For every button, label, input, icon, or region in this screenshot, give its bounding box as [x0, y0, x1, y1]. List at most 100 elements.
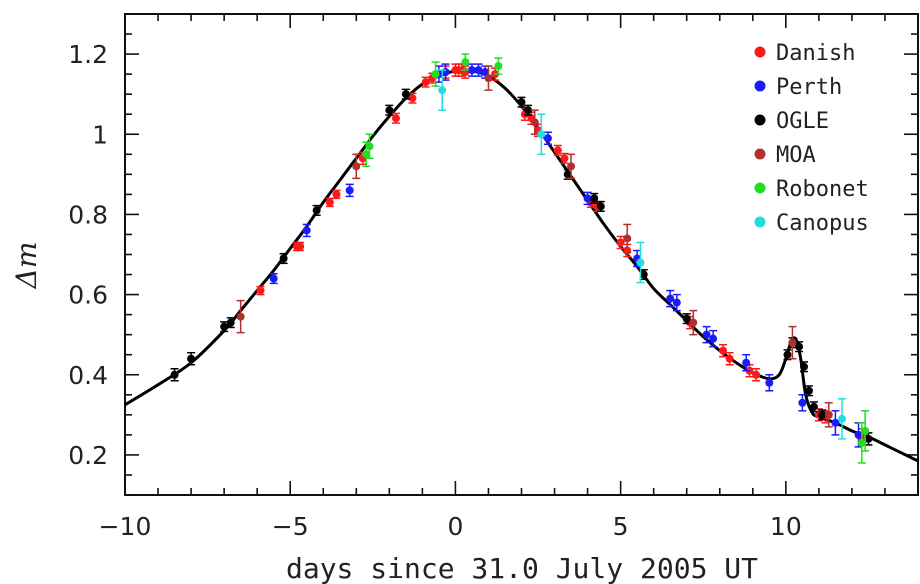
- data-point: [296, 242, 305, 251]
- data-point: [362, 150, 371, 159]
- x-tick-label: 0: [447, 512, 463, 541]
- data-point: [563, 170, 572, 179]
- data-point: [788, 338, 797, 347]
- legend-marker: [754, 182, 766, 194]
- data-point: [461, 58, 470, 67]
- data-point: [345, 186, 354, 195]
- legend-marker: [754, 80, 766, 92]
- legend-label: Danish: [776, 41, 855, 66]
- data-point: [269, 274, 278, 283]
- data-point: [438, 86, 447, 95]
- data-point: [567, 162, 576, 171]
- data-points-layer: [170, 53, 873, 464]
- y-tick-label: 0.4: [68, 361, 108, 390]
- data-point: [187, 354, 196, 363]
- series-canopus: [438, 69, 847, 440]
- data-point: [783, 350, 792, 359]
- data-point: [583, 194, 592, 203]
- data-point: [742, 358, 751, 367]
- y-tick-label: 1.2: [68, 40, 108, 69]
- data-point: [838, 414, 847, 423]
- series-danish: [256, 63, 866, 446]
- data-point: [391, 114, 400, 123]
- data-point: [256, 286, 265, 295]
- y-axis-title: Δm: [10, 242, 43, 290]
- data-point: [666, 294, 675, 303]
- data-point: [765, 378, 774, 387]
- data-point: [798, 398, 807, 407]
- legend-label: OGLE: [776, 109, 829, 134]
- y-tick-label: 0.6: [68, 281, 108, 310]
- legend-marker: [754, 148, 766, 160]
- legend-label: Canopus: [776, 211, 869, 236]
- data-point: [365, 142, 374, 151]
- data-point: [623, 234, 632, 243]
- data-point: [408, 94, 417, 103]
- data-point: [864, 434, 873, 443]
- data-point: [279, 254, 288, 263]
- data-point: [616, 238, 625, 247]
- x-tick-label: −10: [99, 512, 152, 541]
- data-point: [537, 130, 546, 139]
- data-point: [220, 322, 229, 331]
- data-point: [226, 318, 235, 327]
- data-point: [560, 154, 569, 163]
- data-point: [818, 410, 827, 419]
- y-tick-label: 0.2: [68, 441, 108, 470]
- data-point: [325, 198, 334, 207]
- data-point: [672, 298, 681, 307]
- data-point: [809, 402, 818, 411]
- legend: Danish Perth OGLE MOA Robonet Canopus: [754, 41, 869, 236]
- data-point: [421, 78, 430, 87]
- data-point: [682, 314, 691, 323]
- y-tick-label: 0.8: [68, 200, 108, 229]
- legend-marker: [754, 46, 766, 58]
- data-point: [709, 334, 718, 343]
- data-point: [639, 270, 648, 279]
- data-point: [467, 66, 476, 75]
- data-point: [517, 98, 526, 107]
- data-point: [831, 418, 840, 427]
- data-point: [352, 162, 361, 171]
- data-point: [312, 206, 321, 215]
- data-point: [332, 190, 341, 199]
- data-point: [170, 370, 179, 379]
- series-moa: [236, 65, 833, 428]
- data-point: [702, 330, 711, 339]
- data-point: [484, 74, 493, 83]
- x-axis-title: days since 31.0 July 2005 UT: [286, 552, 758, 584]
- data-point: [596, 202, 605, 211]
- data-point: [857, 438, 866, 447]
- legend-label: Perth: [776, 75, 842, 100]
- x-tick-label: 5: [613, 512, 629, 541]
- data-point: [636, 258, 645, 267]
- data-point: [481, 68, 490, 77]
- data-point: [553, 146, 562, 155]
- x-tick-label: −5: [272, 512, 309, 541]
- data-point: [543, 134, 552, 143]
- data-point: [302, 226, 311, 235]
- data-point: [524, 106, 533, 115]
- data-point: [401, 90, 410, 99]
- series-robonet: [362, 53, 870, 464]
- data-point: [795, 342, 804, 351]
- data-point: [689, 318, 698, 327]
- data-point: [854, 430, 863, 439]
- x-tick-label: 10: [770, 512, 802, 541]
- legend-label: Robonet: [776, 177, 869, 202]
- axis-ticks: −10 −5 0 5 10 0.2 0.4 0.6 0.8 1 1.2: [68, 13, 919, 541]
- legend-label: MOA: [776, 143, 816, 168]
- data-point: [385, 106, 394, 115]
- data-point: [861, 426, 870, 435]
- series-perth: [269, 63, 863, 448]
- data-point: [804, 386, 813, 395]
- data-point: [752, 370, 761, 379]
- data-point: [236, 312, 245, 321]
- data-point: [725, 354, 734, 363]
- data-point: [800, 362, 809, 371]
- data-point: [494, 62, 503, 71]
- data-point: [474, 66, 483, 75]
- legend-marker: [754, 216, 766, 228]
- y-tick-label: 1: [92, 120, 108, 149]
